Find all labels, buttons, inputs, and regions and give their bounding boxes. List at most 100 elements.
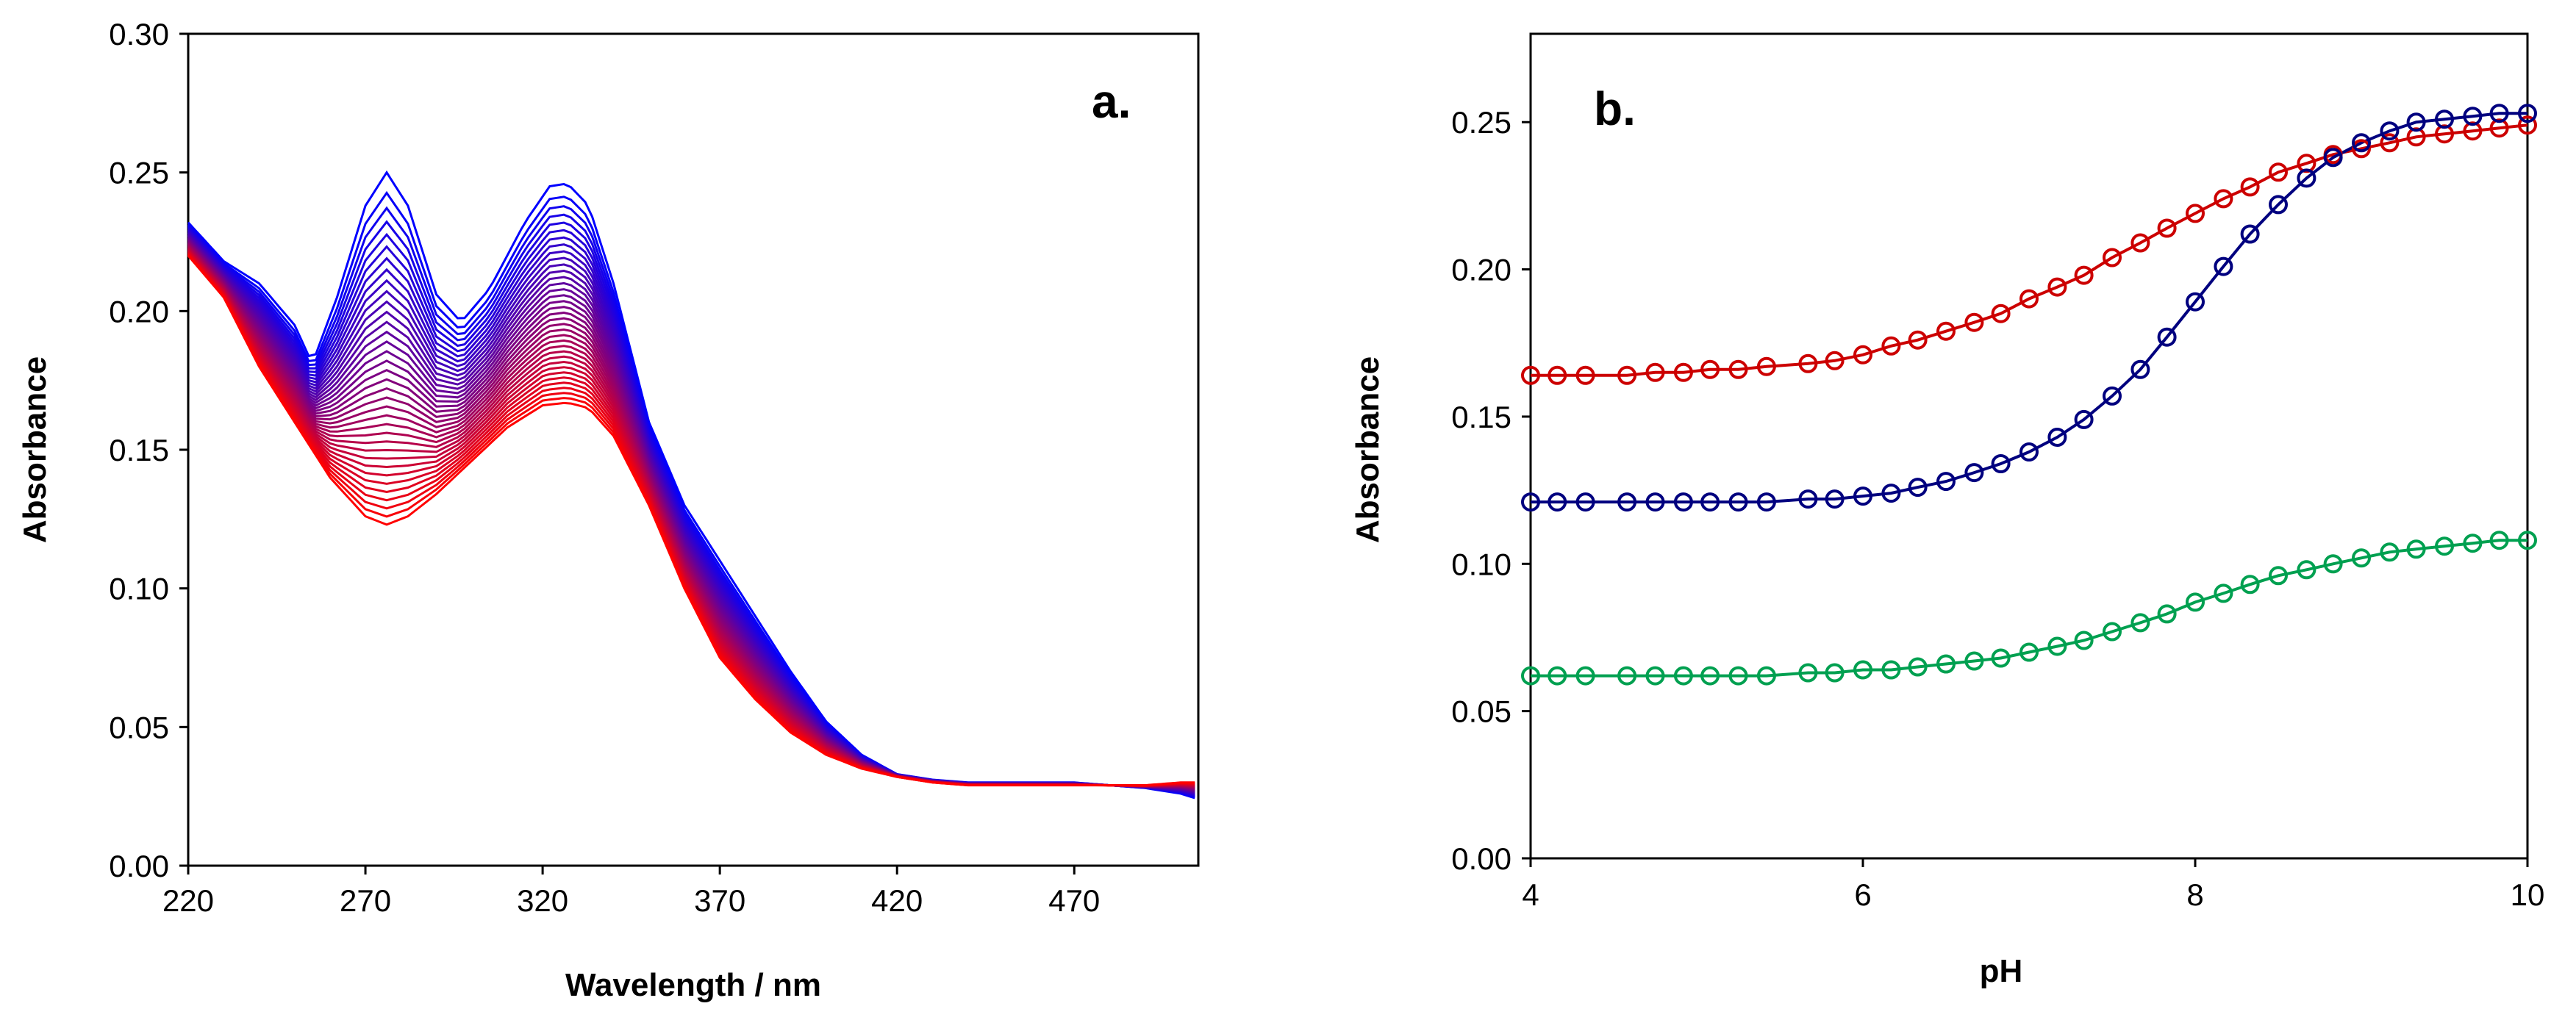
panel-b-point-red [2352,139,2371,159]
panel-b-x-ticks: 4 6 8 10 [1522,858,2544,912]
panel-a-x-ticks: 220 270 320 370 420 470 [162,866,1100,918]
panel-a-x-tick-label: 220 [162,883,214,918]
panel-b-point-green [2463,534,2483,553]
panel-b-point-green [2406,539,2426,559]
panel-b-point-red [2047,277,2067,297]
panel-b-point-red [1964,312,1984,332]
panel-b-point-red [1756,356,1776,376]
panel-b-point-blue [2019,442,2039,461]
panel-b-y-tick-label: 0.10 [1451,547,1511,581]
panel-b-point-red [2074,265,2094,285]
panel-b-point-green [2297,560,2316,580]
panel-b-point-green [2269,566,2288,586]
panel-a-spectrum-line [187,254,1195,787]
panel-a-y-ticks: 0.00 0.05 0.10 0.15 0.20 0.25 0.30 [109,17,188,883]
panel-b-point-green [1756,666,1776,686]
panel-b-point-red [1575,365,1595,385]
panel-b-fit-line-red [1531,123,2528,377]
panel-b-point-blue [1728,492,1748,512]
panel-b-point-green [1825,663,1845,683]
panel-b-point-green [2157,604,2177,624]
panel-b-point-green [2074,631,2094,650]
panel-b-point-blue [1908,478,1928,498]
panel-b-point-green [2130,613,2150,633]
panel-a-x-axis-title: Wavelength / nm [565,967,821,1003]
panel-b-point-blue [1798,489,1818,509]
panel-a-y-tick-label: 0.15 [109,433,169,467]
panel-a-y-tick-label: 0.05 [109,710,169,744]
panel-b-point-blue [1825,489,1845,509]
panel-b-point-red [1798,353,1818,373]
panel-b-point-green [1548,666,1567,686]
panel-b-point-blue [2489,104,2509,123]
panel-b-point-green [1617,666,1637,686]
panel-a-x-tick-label: 320 [517,883,568,918]
panel-b-x-tick-label: 4 [1522,877,1539,912]
panel-a-y-tick-label: 0.20 [109,294,169,328]
panel-b-point-red [1728,359,1748,379]
panel-b-x-tick-label: 8 [2186,877,2203,912]
panel-b-point-blue [1964,463,1984,483]
panel-b-x-axis-title: pH [1980,953,2023,989]
panel-b-point-green [2047,636,2067,656]
panel-b-point-blue [2214,256,2233,276]
panel-b-point-red [1673,362,1693,382]
panel-b-point-blue [1881,484,1901,503]
panel-a-x-tick-label: 470 [1048,883,1100,918]
panel-b-point-red [2186,204,2205,223]
panel-b-point-green [2103,622,2122,642]
panel-b-point-green [1936,654,1956,674]
panel-b-label: b. [1594,82,1636,135]
panel-b-point-blue [2518,104,2537,123]
panel-b-point-blue [1756,492,1776,512]
panel-b-point-green [2489,531,2509,550]
panel-b-point-green [1728,666,1748,686]
panel-b-point-blue [1853,486,1872,506]
panel-b-point-blue [2130,359,2150,379]
panel-b-point-green [2214,583,2233,603]
panel-b-point-red [1617,365,1637,385]
panel-b-point-blue [2047,428,2067,447]
panel-b-x-tick-label: 6 [1854,877,1871,912]
panel-b-point-blue [1548,492,1567,512]
panel-a-spectrum-line [187,190,1195,799]
panel-b-point-blue [2240,224,2260,244]
panel-a-x-tick-label: 370 [694,883,745,918]
panel-b-point-red [1881,336,1901,356]
panel-a-spectrum-line [187,205,1195,798]
panel-b-fit-lines [1531,112,2528,678]
panel-b-point-blue [2269,195,2288,215]
panel-b-point-green [2518,531,2537,550]
panel-b-y-tick-label: 0.25 [1451,105,1511,140]
panel-b-point-blue [1575,492,1595,512]
panel-b-point-red [1645,362,1665,382]
panel-b-point-red [1700,359,1720,379]
panel-b-point-green [2240,575,2260,595]
panel-b-point-red [1991,304,2011,323]
panel-b-point-red [2103,248,2122,267]
panel-b-point-green [2019,642,2039,662]
panel-b-point-green [1673,666,1693,686]
panel-b-points [1521,104,2537,686]
panel-b-point-red [1936,321,1956,341]
panel-a-spectrum-line [187,170,1195,800]
panel-b-point-red [1521,365,1540,385]
panel-b-point-green [2186,592,2205,612]
panel-b-point-green [1521,666,1540,686]
panel-b-point-blue [1645,492,1665,512]
panel-b-point-blue [2352,133,2371,153]
panel-a-label: a. [1092,75,1131,128]
panel-b-point-green [2435,536,2454,556]
panel-b-y-tick-label: 0.05 [1451,694,1511,729]
panel-b-point-blue [2406,112,2426,132]
panel-b-y-ticks: 0.00 0.05 0.10 0.15 0.20 0.25 [1451,105,1531,876]
panel-b-point-red [2130,233,2150,253]
panel-b-point-green [2352,548,2371,568]
panel-b-point-green [2380,542,2400,562]
panel-b-point-blue [1521,492,1540,512]
panel-a-curves [187,170,1195,800]
panel-b-point-blue [2435,109,2454,129]
panel-b-point-blue [2297,168,2316,188]
panel-b-point-blue [1617,492,1637,512]
